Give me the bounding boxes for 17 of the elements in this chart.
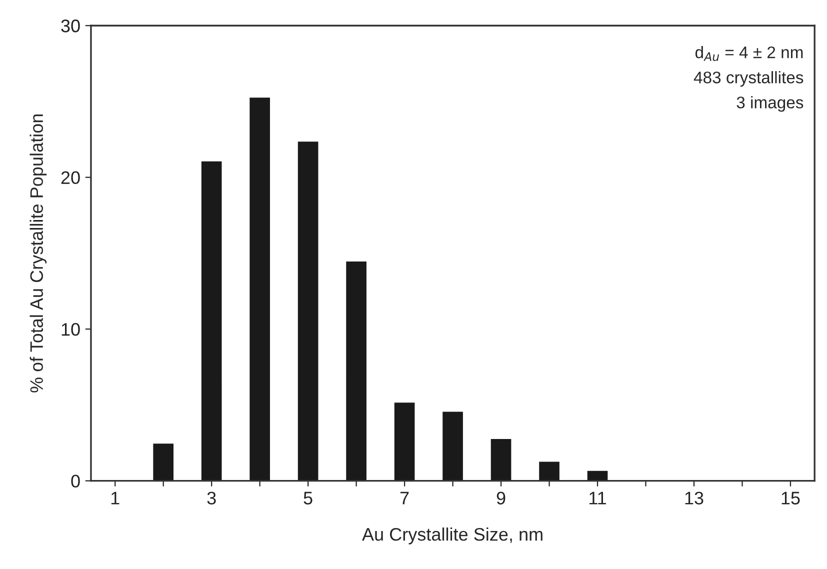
x-tick-label: 9 [496, 492, 506, 504]
x-tick-label: 13 [685, 492, 704, 504]
x-tick-label: 5 [304, 492, 312, 504]
y-tick-label: 20 [61, 171, 80, 184]
x-tick-label: 15 [782, 492, 800, 504]
annotation: 3 images [736, 96, 804, 112]
annotation: d$_{Au}$ = 4 ± 2 nm [695, 46, 803, 61]
y-tick-label: 30 [61, 20, 80, 32]
annotation: 483 crystallites [694, 71, 804, 87]
x-axis-title: Au Crystallite Size, nm [362, 527, 542, 544]
x-tick-label: 11 [590, 492, 606, 504]
y-tick-label: 10 [62, 323, 80, 336]
y-axis-title: % of Total Au Crystallite Population [30, 114, 47, 392]
y-tick-label: 0 [71, 474, 80, 488]
x-tick-label: 3 [207, 492, 216, 504]
x-tick-label: 7 [400, 492, 409, 504]
x-tick-label: 1 [111, 492, 120, 504]
